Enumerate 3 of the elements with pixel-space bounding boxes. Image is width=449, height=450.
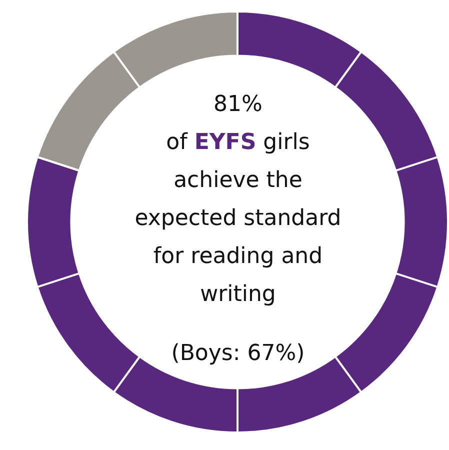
text: (Boys: 67%) [170,340,306,368]
text: 81% [212,91,264,119]
text: of EYFS girls achieve the expected standard for reading and writing [134,129,342,309]
